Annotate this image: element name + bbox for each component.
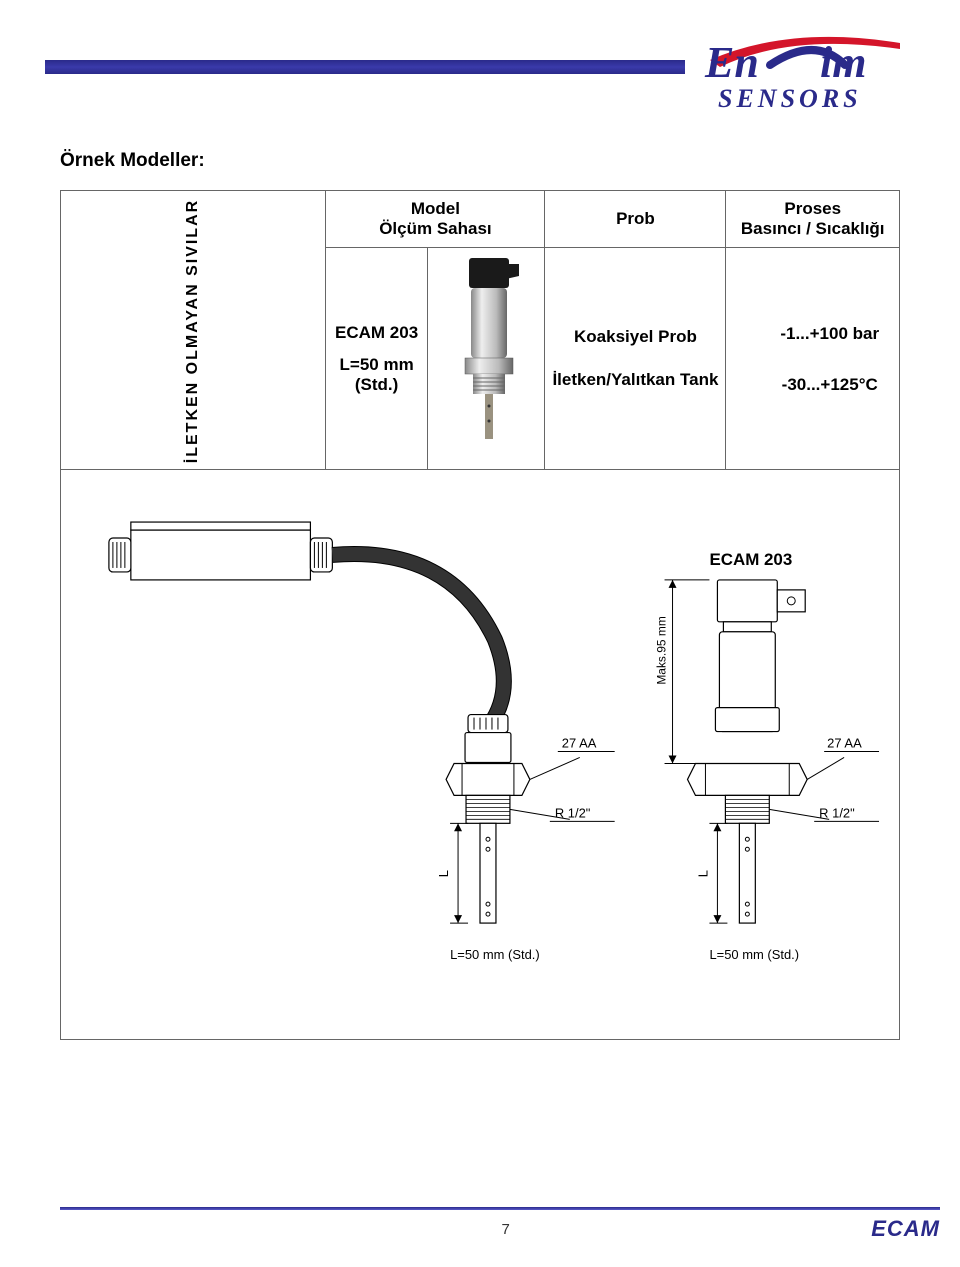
brand-logo: En im SENSORS	[700, 15, 930, 120]
header-proses: Proses Basıncı / Sıcaklığı	[726, 191, 900, 248]
header-model: Model Ölçüm Sahası	[326, 191, 545, 248]
header-prob: Prob	[545, 191, 726, 248]
proses-cell: -1...+100 bar -30...+125°C	[726, 248, 900, 470]
footer-brand: ECAM	[871, 1216, 940, 1242]
probe-line2: İletken/Yalıtkan Tank	[551, 359, 719, 402]
svg-text:SENSORS: SENSORS	[718, 84, 862, 113]
models-table: İLETKEN OLMAYAN SIVILAR Model Ölçüm Saha…	[60, 190, 900, 470]
diagram-title: ECAM 203	[709, 550, 792, 569]
dim-27aa-right: 27 AA	[827, 736, 862, 751]
header-accent-bar	[45, 60, 685, 74]
page-header: En im SENSORS	[0, 0, 960, 120]
model-cell: ECAM 203 L=50 mm (Std.)	[326, 248, 427, 470]
dim-r12-right: R 1/2"	[819, 805, 855, 820]
caption-right: L=50 mm (Std.)	[709, 947, 799, 962]
table-header-row: İLETKEN OLMAYAN SIVILAR Model Ölçüm Saha…	[61, 191, 900, 248]
model-sub: L=50 mm (Std.)	[332, 355, 420, 395]
probe-line1: Koaksiyel Prob	[551, 316, 719, 359]
dim-27aa-left: 27 AA	[562, 736, 597, 751]
dim-L-left: L	[436, 870, 451, 877]
dim-L-right: L	[695, 870, 710, 877]
side-label: İLETKEN OLMAYAN SIVILAR	[184, 199, 202, 463]
product-photo-icon	[441, 256, 531, 456]
probe-cell: Koaksiyel Prob İletken/Yalıtkan Tank	[545, 248, 726, 470]
main-content: Örnek Modeller: İLETKEN OLMAYAN SIVILAR …	[0, 150, 960, 1040]
model-name: ECAM 203	[332, 323, 420, 343]
svg-text:im: im	[820, 38, 866, 87]
page-number: 7	[501, 1221, 509, 1238]
product-photo-cell	[427, 248, 545, 470]
page-footer: 7 ECAM	[60, 1207, 940, 1242]
dim-r12-left: R 1/2"	[555, 805, 591, 820]
technical-diagram-container: 27 AA R 1/2" L	[60, 470, 900, 1040]
technical-diagram: 27 AA R 1/2" L	[71, 490, 889, 1009]
footer-accent-bar	[60, 1207, 940, 1210]
side-label-cell: İLETKEN OLMAYAN SIVILAR	[61, 191, 326, 470]
dim-95mm: Maks.95 mm	[655, 616, 669, 685]
section-title: Örnek Modeller:	[60, 150, 900, 172]
logo-svg: En im SENSORS	[700, 15, 930, 115]
svg-text:En: En	[704, 38, 759, 87]
caption-left: L=50 mm (Std.)	[450, 947, 540, 962]
pressure-value: -1...+100 bar	[766, 308, 893, 359]
temperature-value: -30...+125°C	[766, 359, 893, 410]
